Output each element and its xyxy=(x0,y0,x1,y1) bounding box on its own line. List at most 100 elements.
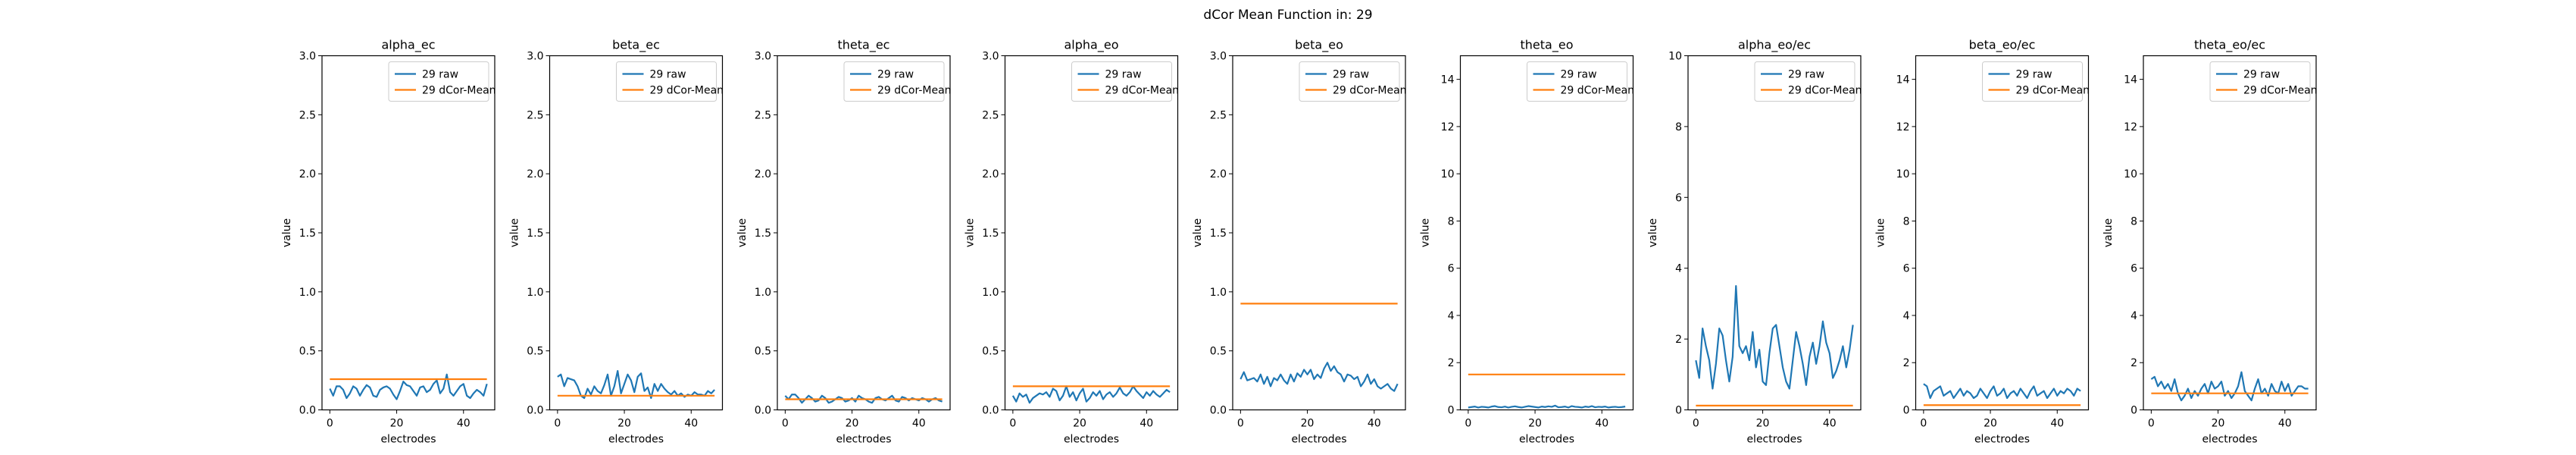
subplot-alpha-eo: alpha_eo 0.0 0.5 1.0 1.5 2.0 2.5 3.0 0 20 40 electr… xyxy=(964,38,1180,446)
x-tick-label: 40 xyxy=(684,418,698,430)
subplot-title: beta_ec xyxy=(612,38,660,53)
legend: 29 raw 29 dCor-Mean xyxy=(1527,61,1635,102)
y-tick-label: 0 xyxy=(2131,405,2137,417)
legend-label: 29 raw xyxy=(1788,69,1824,81)
y-tick-label: 1.0 xyxy=(1210,287,1227,299)
legend: 29 raw 29 dCor-Mean xyxy=(1982,61,2090,102)
y-axis-label: value xyxy=(509,218,521,247)
y-tick-label: 3.0 xyxy=(299,51,316,63)
x-tick-label: 20 xyxy=(2212,418,2225,430)
subplot-title: theta_eo xyxy=(1521,38,1574,53)
y-tick-label: 4 xyxy=(1675,263,1682,275)
y-tick-label: 2 xyxy=(1448,357,1455,369)
legend-box xyxy=(1071,61,1172,102)
x-tick-label: 0 xyxy=(554,418,561,430)
legend-label: 29 raw xyxy=(2243,69,2280,81)
y-axis-label: value xyxy=(736,218,749,247)
legend-label: 29 dCor-Mean xyxy=(1788,85,1862,97)
y-tick-label: 1.0 xyxy=(299,287,316,299)
y-tick-label: 6 xyxy=(1903,263,1910,275)
legend-label: 29 dCor-Mean xyxy=(877,85,952,97)
legend-box xyxy=(1299,61,1400,102)
legend-box xyxy=(1754,61,1855,102)
axes-frame xyxy=(1459,55,1634,411)
series-line-raw xyxy=(329,373,488,400)
y-tick-label: 0.5 xyxy=(299,346,316,358)
legend-label: 29 raw xyxy=(1333,69,1369,81)
series-line-raw xyxy=(1240,362,1399,392)
subplot-title: alpha_eo xyxy=(1064,38,1119,53)
x-tick-label: 40 xyxy=(1595,418,1608,430)
x-axis-label: electrodes xyxy=(1519,434,1574,446)
legend: 29 raw 29 dCor-Mean xyxy=(1299,61,1407,102)
y-tick-label: 10 xyxy=(1896,168,1910,180)
x-axis-label: electrodes xyxy=(836,434,891,446)
y-axis-label: value xyxy=(2102,218,2115,247)
legend-label: 29 dCor-Mean xyxy=(422,85,496,97)
legend-label: 29 raw xyxy=(1105,69,1142,81)
y-tick-label: 2.0 xyxy=(1210,168,1227,180)
subplot-title: theta_ec xyxy=(838,38,890,53)
y-tick-label: 0.0 xyxy=(299,405,316,417)
subplot-title: alpha_ec xyxy=(382,38,436,53)
x-tick-label: 40 xyxy=(2278,418,2292,430)
y-tick-label: 1.0 xyxy=(527,287,543,299)
y-tick-label: 8 xyxy=(1903,215,1910,228)
y-tick-label: 1.5 xyxy=(982,228,999,240)
y-tick-label: 2.0 xyxy=(982,168,999,180)
y-tick-label: 2.0 xyxy=(527,168,543,180)
series-line-raw xyxy=(1695,284,1854,390)
y-tick-label: 8 xyxy=(1675,121,1682,133)
y-tick-label: 6 xyxy=(2131,263,2137,275)
y-tick-label: 1.0 xyxy=(755,287,771,299)
legend: 29 raw 29 dCor-Mean xyxy=(1071,61,1180,102)
legend-label: 29 raw xyxy=(650,69,686,81)
x-axis-label: electrodes xyxy=(1291,434,1346,446)
y-tick-label: 1.0 xyxy=(982,287,999,299)
legend-box xyxy=(843,61,945,102)
legend-label: 29 dCor-Mean xyxy=(1561,85,1635,97)
legend: 29 raw 29 dCor-Mean xyxy=(616,61,724,102)
y-tick-label: 0.0 xyxy=(1210,405,1227,417)
y-tick-label: 2.0 xyxy=(755,168,771,180)
legend-label: 29 dCor-Mean xyxy=(2243,85,2318,97)
legend-label: 29 dCor-Mean xyxy=(1105,85,1180,97)
y-tick-label: 0.5 xyxy=(755,346,771,358)
y-axis-label: value xyxy=(1420,218,1432,247)
y-tick-label: 0 xyxy=(1675,405,1682,417)
x-axis-label: electrodes xyxy=(608,434,664,446)
y-tick-label: 14 xyxy=(2124,74,2137,86)
legend-box xyxy=(616,61,717,102)
x-tick-label: 20 xyxy=(1528,418,1542,430)
x-tick-label: 0 xyxy=(1920,418,1927,430)
y-tick-label: 4 xyxy=(1448,310,1455,322)
y-tick-label: 1.5 xyxy=(527,228,543,240)
y-tick-label: 0.5 xyxy=(982,346,999,358)
legend: 29 raw 29 dCor-Mean xyxy=(1754,61,1862,102)
series-line-raw xyxy=(1011,385,1171,404)
y-axis-label: value xyxy=(1192,218,1204,247)
y-tick-label: 8 xyxy=(2131,215,2137,228)
legend-label: 29 dCor-Mean xyxy=(1333,85,1407,97)
y-tick-label: 3.0 xyxy=(755,51,771,63)
x-tick-label: 20 xyxy=(846,418,859,430)
y-tick-label: 2.0 xyxy=(299,168,316,180)
y-tick-label: 6 xyxy=(1675,192,1682,204)
y-tick-label: 10 xyxy=(2124,168,2137,180)
y-tick-label: 10 xyxy=(1668,51,1682,63)
x-tick-label: 0 xyxy=(1465,418,1471,430)
y-tick-label: 1.5 xyxy=(1210,228,1227,240)
x-tick-label: 20 xyxy=(390,418,404,430)
legend-label: 29 dCor-Mean xyxy=(2016,85,2090,97)
y-tick-label: 2.5 xyxy=(755,109,771,121)
subplot-theta-ec: theta_ec 0.0 0.5 1.0 1.5 2.0 2.5 3.0 0 20 40 electr… xyxy=(736,38,952,446)
x-tick-label: 40 xyxy=(912,418,926,430)
y-tick-label: 3.0 xyxy=(1210,51,1227,63)
x-tick-label: 0 xyxy=(1237,418,1244,430)
legend: 29 raw 29 dCor-Mean xyxy=(2209,61,2318,102)
x-tick-label: 40 xyxy=(457,418,470,430)
y-tick-label: 12 xyxy=(1896,121,1910,133)
x-tick-label: 20 xyxy=(1984,418,1997,430)
x-tick-label: 0 xyxy=(1693,418,1699,430)
